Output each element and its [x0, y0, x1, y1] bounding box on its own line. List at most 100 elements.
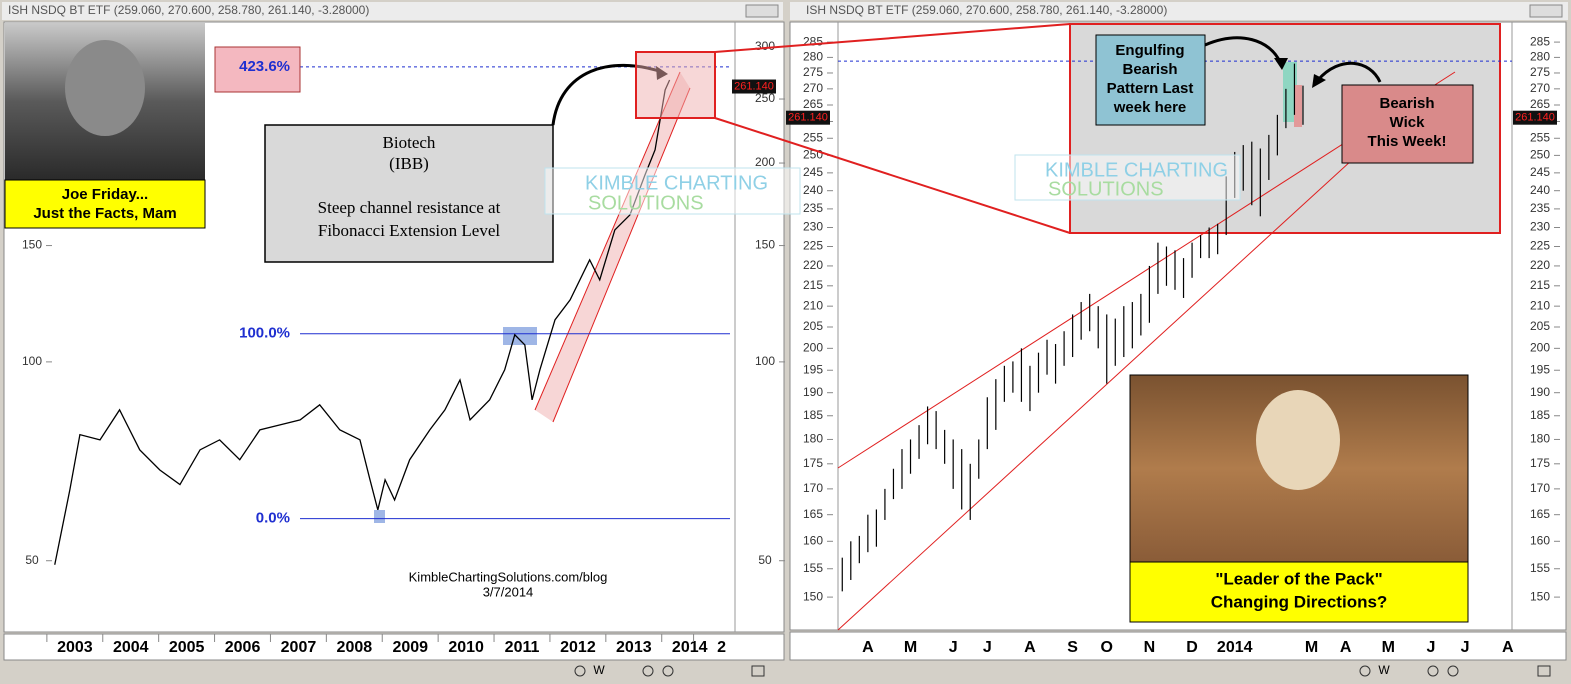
y-tick-label: 280	[803, 50, 823, 64]
x-tick-label: 2	[717, 639, 726, 656]
y-tick-label: 200	[803, 341, 823, 355]
channel-line	[837, 159, 1353, 631]
y-tick-label: 170	[803, 481, 823, 495]
photo-dog	[1256, 390, 1340, 490]
zoom-box	[635, 51, 716, 119]
y-tick-label: 245	[803, 165, 823, 179]
price-tag	[732, 79, 776, 94]
x-tick-label: M	[1305, 639, 1318, 656]
credit: 3/7/2014	[483, 584, 534, 599]
caption: "Leader of the Pack"	[1215, 569, 1382, 588]
note: Biotech	[383, 133, 436, 152]
toolbar-button[interactable]: W	[593, 663, 605, 677]
toolbar-button[interactable]	[1537, 665, 1551, 677]
caption-box	[4, 179, 206, 229]
y-tick-label: 150	[755, 238, 775, 252]
y-tick-label: 210	[803, 298, 823, 312]
y-tick-label: 150	[22, 238, 42, 252]
x-tick-label: 2009	[392, 639, 428, 656]
x-tick-label: J	[1426, 639, 1435, 656]
y-tick-label: 165	[803, 507, 823, 521]
x-tick-label: 2008	[337, 639, 373, 656]
window-buttons[interactable]	[1529, 4, 1563, 18]
toolbar-button[interactable]	[642, 665, 654, 677]
y-tick-label: 300	[755, 39, 775, 53]
note-box	[264, 124, 554, 263]
caption: Joe Friday...	[62, 186, 148, 203]
y-tick-label: 265	[803, 97, 823, 111]
level-label: 100.0%	[239, 325, 290, 342]
y-tick-label: 150	[803, 589, 823, 603]
y-tick-label: 160	[1530, 533, 1550, 547]
x-tick-label: A	[1340, 639, 1352, 656]
left-header	[2, 2, 783, 20]
y-tick-label: 255	[1530, 130, 1550, 144]
x-tick-label: J	[983, 639, 992, 656]
watermark: SOLUTIONS	[588, 192, 704, 214]
y-tick-label: 240	[1530, 183, 1550, 197]
note: Pattern Last	[1107, 80, 1194, 97]
y-tick-label: 155	[1530, 561, 1550, 575]
level-label: 0.0%	[256, 510, 290, 527]
y-tick-label: 170	[1530, 481, 1550, 495]
y-tick-label: 255	[803, 130, 823, 144]
y-tick-label: 50	[758, 553, 772, 567]
y-tick-label: 200	[1530, 341, 1550, 355]
y-tick-label: 175	[1530, 456, 1550, 470]
y-tick-label: 175	[803, 456, 823, 470]
toolbar-button[interactable]	[751, 665, 765, 677]
arrow	[1316, 61, 1382, 83]
x-tick-label: 2003	[57, 639, 93, 656]
toolbar-button[interactable]	[1359, 665, 1371, 677]
y-tick-label: 225	[1530, 239, 1550, 253]
toolbar-button[interactable]: W	[1378, 663, 1390, 677]
watermark-box	[544, 167, 801, 215]
price-tag-label: 261.140	[1515, 112, 1555, 124]
caption-box	[1129, 561, 1469, 623]
x-tick-label: M	[1382, 639, 1395, 656]
y-tick-label: 220	[803, 258, 823, 272]
toolbar-button[interactable]	[1447, 665, 1459, 677]
toolbar-button[interactable]	[574, 665, 586, 677]
toolbar-button[interactable]	[1427, 665, 1439, 677]
note: (IBB)	[389, 154, 429, 173]
y-tick-label: 180	[1530, 432, 1550, 446]
toolbar-button[interactable]	[662, 665, 674, 677]
y-tick-label: 225	[803, 239, 823, 253]
note: week here	[1113, 99, 1187, 116]
note-box	[1095, 34, 1206, 126]
watermark: KIMBLE CHARTING	[585, 172, 768, 194]
y-tick-label: 280	[1530, 50, 1550, 64]
y-tick-label: 230	[803, 220, 823, 234]
watermark: SOLUTIONS	[1048, 178, 1164, 200]
watermark: KIMBLE CHARTING	[1045, 159, 1228, 181]
y-tick-label: 190	[803, 385, 823, 399]
x-tick-label: 2013	[616, 639, 652, 656]
highlight	[374, 510, 385, 523]
header-text: ISH NSDQ BT ETF (259.060, 270.600, 258.7…	[8, 3, 369, 17]
level-label: 423.6%	[239, 58, 290, 75]
y-tick-label: 200	[755, 155, 775, 169]
window-buttons[interactable]	[745, 4, 779, 18]
y-tick-label: 205	[1530, 319, 1550, 333]
x-tick-label: A	[1024, 639, 1036, 656]
y-tick-label: 190	[1530, 385, 1550, 399]
note: Bearish	[1379, 95, 1434, 112]
x-tick-label: M	[904, 639, 917, 656]
arrow-head	[1274, 58, 1288, 70]
y-tick-label: 155	[803, 561, 823, 575]
y-tick-label: 185	[1530, 408, 1550, 422]
y-tick-label: 165	[1530, 507, 1550, 521]
arrow	[1204, 36, 1282, 63]
caption: Just the Facts, Mam	[33, 205, 176, 222]
x-tick-label: D	[1186, 639, 1198, 656]
price-tag	[1513, 110, 1557, 125]
y-tick-label: 265	[1530, 97, 1550, 111]
y-tick-label: 185	[803, 408, 823, 422]
x-tick-label: 2011	[505, 639, 540, 656]
price-line	[54, 79, 671, 565]
x-tick-label: 2007	[281, 639, 317, 656]
y-tick-label: 50	[25, 553, 39, 567]
x-tick-label: J	[1461, 639, 1470, 656]
